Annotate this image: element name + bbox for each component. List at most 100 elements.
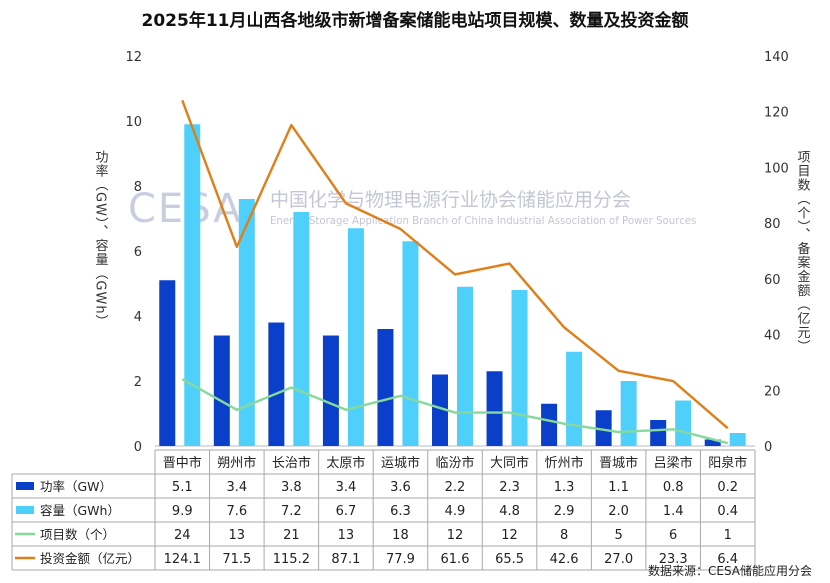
bar-power-4 <box>377 329 394 446</box>
table-cell: 5.1 <box>172 480 193 495</box>
table-cell: 1.3 <box>554 480 575 495</box>
table-cell: 87.1 <box>331 552 360 567</box>
chart-title: 2025年11月山西各地级市新增备案储能电站项目规模、数量及投资金额 <box>141 11 689 31</box>
category-label: 吕梁市 <box>654 455 693 471</box>
table-cell: 3.6 <box>390 480 411 495</box>
table-cell: 0.2 <box>717 480 738 495</box>
watermark-chinese-text: 中国化学与物理电源行业协会储能应用分会 <box>270 189 631 211</box>
table-cell: 0.4 <box>717 504 738 519</box>
table-cell: 12 <box>501 528 518 543</box>
category-label: 朔州市 <box>217 455 256 471</box>
table-cell: 9.9 <box>172 504 193 519</box>
bar-capacity-0 <box>184 124 201 446</box>
table-cell: 13 <box>338 528 355 543</box>
right-tick-label: 140 <box>764 50 789 65</box>
table-cell: 6 <box>669 528 677 543</box>
bar-capacity-9 <box>675 400 692 446</box>
category-label: 临汾市 <box>435 455 474 471</box>
bar-series <box>159 124 746 446</box>
table-cell: 13 <box>229 528 246 543</box>
table-cell: 12 <box>447 528 464 543</box>
bar-capacity-6 <box>511 290 528 446</box>
legend-swatch-1 <box>16 506 34 514</box>
line-investment <box>181 99 729 430</box>
table-cell: 77.9 <box>386 552 415 567</box>
bar-capacity-4 <box>402 241 419 446</box>
bar-capacity-1 <box>238 199 255 446</box>
table-cell: 21 <box>283 528 300 543</box>
bar-capacity-8 <box>620 381 637 446</box>
right-axis-ticks: 0 20 40 60 80 100 120 140 <box>764 50 789 455</box>
bar-capacity-2 <box>293 212 310 446</box>
right-tick-label: 80 <box>764 217 781 232</box>
data-source: 数据来源：CESA储能应用分会 <box>647 564 812 578</box>
table-cell: 65.5 <box>495 552 524 567</box>
table-cell: 2.9 <box>554 504 575 519</box>
bar-capacity-10 <box>729 433 746 446</box>
table-cell: 61.6 <box>441 552 470 567</box>
category-label: 大同市 <box>490 455 529 471</box>
legend-swatch-0 <box>16 482 34 490</box>
legend-label-2: 项目数（个） <box>40 527 115 542</box>
left-axis-ticks: 0 2 4 6 8 10 12 <box>125 50 142 455</box>
legend-label-1: 容量（GWh） <box>40 503 120 518</box>
table-cell: 6.4 <box>717 552 738 567</box>
table-cell: 71.5 <box>222 552 251 567</box>
table-cell: 124.1 <box>164 552 201 567</box>
category-label: 阳泉市 <box>708 455 747 471</box>
category-label: 太原市 <box>326 455 365 471</box>
left-tick-label: 12 <box>125 50 142 65</box>
bar-power-9 <box>650 420 667 446</box>
category-label: 晋城市 <box>599 455 638 471</box>
left-tick-label: 2 <box>134 375 142 390</box>
left-tick-label: 8 <box>134 180 142 195</box>
line-projects <box>181 378 729 445</box>
table-cell: 3.8 <box>281 480 302 495</box>
bar-capacity-5 <box>457 286 473 446</box>
right-tick-label: 60 <box>764 273 781 288</box>
category-label: 长治市 <box>272 455 311 471</box>
left-tick-label: 4 <box>134 310 142 325</box>
table-cell: 7.6 <box>226 504 247 519</box>
bar-power-1 <box>213 335 230 446</box>
bar-power-0 <box>159 280 176 446</box>
table-cell: 1.1 <box>608 480 629 495</box>
category-label: 忻州市 <box>545 455 584 471</box>
legend-label-0: 功率（GW） <box>40 479 112 494</box>
table-cell: 115.2 <box>273 552 310 567</box>
left-axis-label: 功率（GW）、容量（GWh） <box>93 150 109 329</box>
category-label: 运城市 <box>381 455 420 471</box>
table-cell: 4.9 <box>445 504 466 519</box>
right-tick-label: 0 <box>764 440 772 455</box>
table-cell: 5 <box>614 528 622 543</box>
bar-power-2 <box>268 322 285 446</box>
watermark: CESA 中国化学与物理电源行业协会储能应用分会 Energy Storage … <box>128 186 696 232</box>
bar-power-6 <box>486 371 503 446</box>
table-cell: 0.8 <box>663 480 684 495</box>
table-cell: 6.3 <box>390 504 411 519</box>
bar-capacity-3 <box>347 228 364 446</box>
table-cell: 3.4 <box>336 480 357 495</box>
left-tick-label: 6 <box>134 245 142 260</box>
table-cell: 4.8 <box>499 504 520 519</box>
table-cell: 23.3 <box>659 552 688 567</box>
line-series <box>181 99 729 445</box>
right-tick-label: 20 <box>764 384 781 399</box>
table-cell: 2.2 <box>445 480 466 495</box>
bar-power-7 <box>541 403 558 446</box>
table-cell: 6.7 <box>336 504 357 519</box>
table-cell: 8 <box>560 528 568 543</box>
table-cell: 7.2 <box>281 504 302 519</box>
left-tick-label: 0 <box>134 440 142 455</box>
legend-label-3: 投资金额（亿元） <box>40 551 140 566</box>
table-cell: 18 <box>392 528 409 543</box>
right-tick-label: 100 <box>764 161 789 176</box>
table-cell: 27.0 <box>604 552 633 567</box>
bar-power-8 <box>595 410 612 446</box>
right-tick-label: 40 <box>764 329 781 344</box>
watermark-english-text: Energy Storage Application Branch of Chi… <box>270 216 696 227</box>
bar-capacity-7 <box>566 351 583 446</box>
category-label: 晋中市 <box>163 455 202 471</box>
